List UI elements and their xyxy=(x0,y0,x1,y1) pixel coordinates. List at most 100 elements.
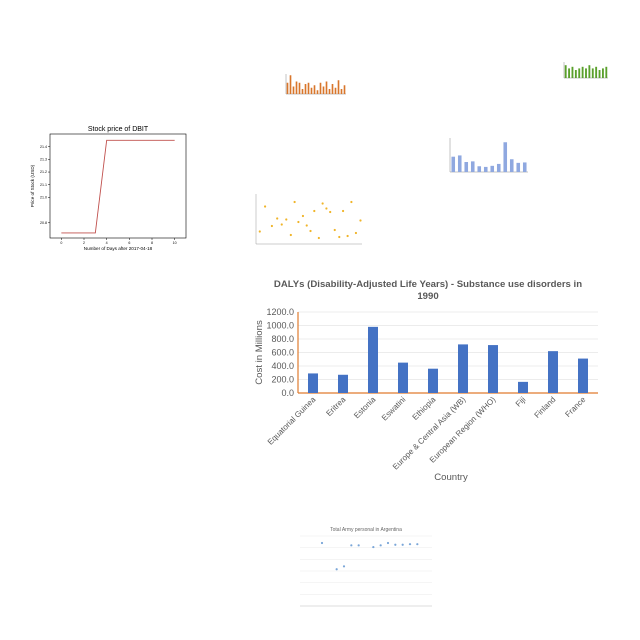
scatter-point xyxy=(285,218,288,221)
x-tick-label: 0 xyxy=(60,241,62,245)
x-tick-label: 4 xyxy=(106,241,108,245)
bar xyxy=(470,161,475,172)
scatter-point xyxy=(372,545,375,549)
bar xyxy=(301,89,304,94)
bar xyxy=(308,373,318,393)
bar xyxy=(595,66,598,78)
x-tick-label: Eritrea xyxy=(324,395,347,418)
chart-title-line: 1990 xyxy=(417,291,438,302)
y-tick-label: 1000.0 xyxy=(266,321,294,331)
x-axis-label: Number of Days after 2017-04-18 xyxy=(84,246,153,251)
army-scatter-chart: Total Army personal in Argentina xyxy=(282,522,438,622)
scatter-point xyxy=(394,543,397,546)
bar xyxy=(457,155,462,172)
scatter-point xyxy=(335,568,338,571)
scatter-point xyxy=(263,205,267,208)
y-tick-label: 200.0 xyxy=(271,375,294,385)
bar xyxy=(564,65,567,78)
dalys-main-chart-svg: DALYs (Disability-Adjusted Life Years) -… xyxy=(254,279,598,483)
bar xyxy=(591,68,594,78)
green-bar-chart xyxy=(556,50,612,94)
y-tick-label: 21.3 xyxy=(40,158,47,162)
bar xyxy=(503,142,508,172)
dalys-small-chart-svg xyxy=(449,138,528,173)
bar xyxy=(316,90,319,94)
bar xyxy=(516,162,521,172)
population-scatter-chart xyxy=(238,182,366,260)
bar xyxy=(483,166,488,172)
bar xyxy=(428,368,438,393)
scatter-point xyxy=(297,220,300,224)
scatter-point xyxy=(301,214,305,218)
army-scatter-chart-svg: Total Army personal in Argentina xyxy=(300,527,432,607)
y-tick-label: 0.0 xyxy=(281,388,294,398)
bar xyxy=(490,165,495,172)
bar xyxy=(298,82,301,94)
scatter-point xyxy=(354,231,358,235)
green-bar-chart-svg xyxy=(563,62,608,79)
scatter-point xyxy=(313,209,316,213)
y-tick-label: 800.0 xyxy=(271,334,294,344)
scatter-point xyxy=(325,207,328,210)
scatter-point xyxy=(329,210,332,214)
bar xyxy=(307,82,310,94)
bar xyxy=(598,70,601,78)
bar xyxy=(522,162,527,172)
bar xyxy=(605,66,608,78)
bar xyxy=(334,87,337,94)
scatter-point xyxy=(280,223,283,226)
bar xyxy=(313,85,316,94)
x-tick-label: 6 xyxy=(128,241,130,245)
scatter-point xyxy=(293,200,296,204)
bar xyxy=(331,84,334,94)
bar xyxy=(325,81,328,94)
scatter-point xyxy=(338,235,341,239)
bar xyxy=(292,86,295,94)
bar xyxy=(319,82,322,94)
scatter-point xyxy=(333,228,336,232)
x-tick-label: Estonia xyxy=(352,395,378,421)
bar xyxy=(289,75,292,94)
scatter-point xyxy=(309,229,312,233)
x-tick-label: Fiji xyxy=(514,395,528,409)
x-axis-label: Country xyxy=(434,472,468,483)
bar xyxy=(322,86,325,94)
bar xyxy=(578,358,588,393)
bar xyxy=(337,80,340,94)
bar xyxy=(496,163,501,172)
bar xyxy=(338,374,348,393)
y-axis-label: Cost in Millions xyxy=(254,320,265,385)
orange-bar-chart-svg xyxy=(285,74,346,95)
scatter-point xyxy=(359,219,362,222)
bar xyxy=(340,89,343,94)
scatter-point xyxy=(321,202,324,205)
dalys-small-chart xyxy=(436,128,532,192)
bar xyxy=(295,81,298,94)
chart-title-line: DALYs (Disability-Adjusted Life Years) -… xyxy=(274,279,582,290)
x-tick-label: France xyxy=(563,395,587,419)
scatter-point xyxy=(258,230,261,233)
bar xyxy=(601,68,604,78)
bar xyxy=(581,66,584,78)
y-axis-label: Price of Stock (USD) xyxy=(30,164,35,207)
scatter-point xyxy=(350,544,353,547)
x-tick-label: 10 xyxy=(173,241,177,245)
bar xyxy=(286,82,289,94)
y-tick-label: 600.0 xyxy=(271,348,294,358)
scatter-point xyxy=(320,541,324,545)
population-scatter-chart-svg xyxy=(255,194,362,245)
scatter-point xyxy=(416,543,419,546)
bar xyxy=(509,159,514,172)
bar xyxy=(585,68,587,78)
bar xyxy=(571,66,574,78)
bar xyxy=(488,345,498,393)
bar xyxy=(328,89,331,94)
x-tick-label: Equatorial Guinea xyxy=(266,395,318,447)
bar xyxy=(578,68,581,78)
bar xyxy=(458,344,468,393)
bar xyxy=(477,166,482,172)
x-tick-label: Finland xyxy=(532,395,557,420)
scatter-point xyxy=(276,217,279,220)
scatter-point xyxy=(341,209,345,213)
bar xyxy=(464,162,469,172)
